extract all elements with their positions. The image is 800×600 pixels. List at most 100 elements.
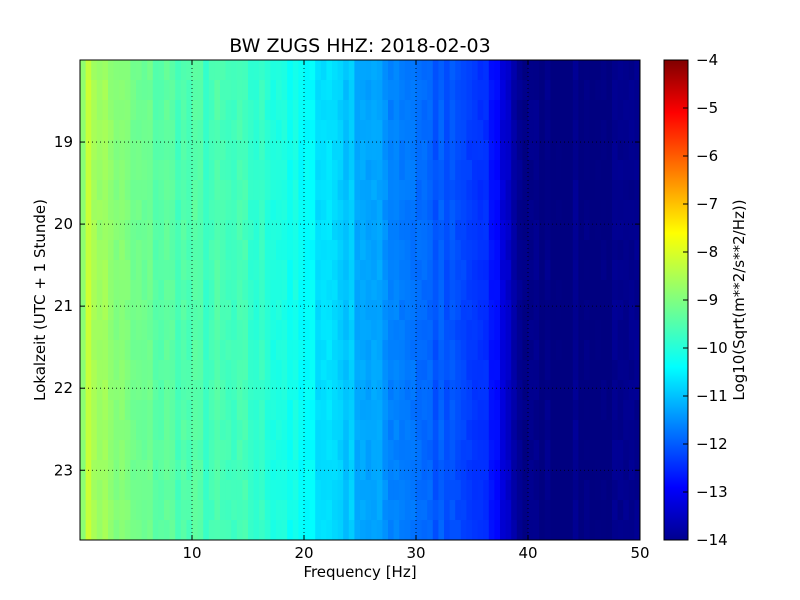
heatmap-cell (455, 360, 462, 381)
heatmap-cell (477, 300, 484, 321)
heatmap-cell (332, 180, 339, 201)
heatmap-cell (460, 360, 467, 381)
heatmap-cell (242, 320, 249, 341)
heatmap-cell (427, 400, 434, 421)
heatmap-cell (208, 440, 215, 461)
heatmap-cell (628, 160, 635, 181)
heatmap-cell (572, 60, 579, 81)
heatmap-cell (612, 420, 619, 441)
heatmap-cell (376, 80, 383, 101)
heatmap-cell (477, 120, 484, 141)
heatmap-cell (164, 220, 171, 241)
heatmap-cell (276, 360, 283, 381)
heatmap-cell (488, 60, 495, 81)
heatmap-cell (410, 100, 417, 121)
heatmap-cell (388, 220, 395, 241)
heatmap-cell (399, 160, 406, 181)
heatmap-cell (393, 380, 400, 401)
heatmap-cell (298, 420, 305, 441)
heatmap-cell (539, 260, 546, 281)
heatmap-cell (365, 100, 372, 121)
heatmap-cell (169, 180, 176, 201)
heatmap-cell (589, 260, 596, 281)
heatmap-cell (388, 200, 395, 221)
heatmap-cell (427, 240, 434, 261)
heatmap-cell (416, 400, 423, 421)
heatmap-cell (416, 340, 423, 361)
heatmap-cell (449, 260, 456, 281)
heatmap-cell (287, 340, 294, 361)
heatmap-cell (371, 260, 378, 281)
heatmap-cell (466, 220, 473, 241)
heatmap-cell (152, 380, 159, 401)
heatmap-cell (326, 500, 333, 521)
heatmap-cell (595, 360, 602, 381)
heatmap-cell (488, 420, 495, 441)
heatmap-cell (304, 500, 311, 521)
heatmap-cell (220, 360, 227, 381)
heatmap-cell (539, 120, 546, 141)
heatmap-cell (186, 460, 193, 481)
heatmap-cell (500, 440, 507, 461)
heatmap-cell (332, 220, 339, 241)
heatmap-cell (169, 200, 176, 221)
heatmap-cell (427, 440, 434, 461)
heatmap-cell (236, 500, 243, 521)
heatmap-cell (164, 320, 171, 341)
heatmap-cell (242, 340, 249, 361)
heatmap-cell (572, 480, 579, 501)
heatmap-cell (332, 280, 339, 301)
heatmap-cell (449, 420, 456, 441)
heatmap-cell (220, 60, 227, 81)
heatmap-cell (533, 280, 540, 301)
heatmap-cell (231, 480, 238, 501)
heatmap-cell (298, 220, 305, 241)
heatmap-cell (500, 380, 507, 401)
heatmap-cell (623, 340, 630, 361)
heatmap-cell (522, 300, 529, 321)
heatmap-cell (102, 200, 109, 221)
heatmap-cell (332, 520, 339, 540)
heatmap-cell (483, 520, 490, 540)
heatmap-cell (634, 320, 640, 341)
heatmap-cell (253, 340, 260, 361)
heatmap-cell (108, 300, 115, 321)
heatmap-cell (511, 200, 518, 221)
heatmap-cell (404, 400, 411, 421)
heatmap-cell (544, 520, 551, 540)
heatmap-cell (343, 440, 350, 461)
heatmap-cell (393, 180, 400, 201)
heatmap-cell (292, 120, 299, 141)
heatmap-cell (108, 220, 115, 241)
heatmap-cell (382, 420, 389, 441)
heatmap-cell (124, 460, 131, 481)
heatmap-cell (248, 360, 255, 381)
heatmap-cell (80, 200, 87, 221)
heatmap-cell (326, 60, 333, 81)
heatmap-cell (628, 500, 635, 521)
heatmap-cell (214, 320, 221, 341)
heatmap-cell (472, 460, 479, 481)
heatmap-cell (287, 480, 294, 501)
heatmap-cell (483, 60, 490, 81)
heatmap-cell (354, 60, 361, 81)
heatmap-cell (567, 300, 574, 321)
heatmap-cell (561, 120, 568, 141)
heatmap-cell (393, 500, 400, 521)
heatmap-cell (595, 140, 602, 161)
heatmap-cell (483, 460, 490, 481)
heatmap-cell (382, 520, 389, 540)
heatmap-cell (354, 240, 361, 261)
heatmap-cell (578, 440, 585, 461)
heatmap-cell (399, 520, 406, 540)
heatmap-cell (477, 320, 484, 341)
heatmap-cell (236, 440, 243, 461)
heatmap-cell (186, 100, 193, 121)
heatmap-cell (242, 420, 249, 441)
heatmap-cell (399, 60, 406, 81)
heatmap-cell (281, 260, 288, 281)
colorbar-tick-label: −5 (696, 99, 718, 117)
heatmap-cell (505, 140, 512, 161)
heatmap-cell (236, 80, 243, 101)
heatmap-cell (298, 360, 305, 381)
